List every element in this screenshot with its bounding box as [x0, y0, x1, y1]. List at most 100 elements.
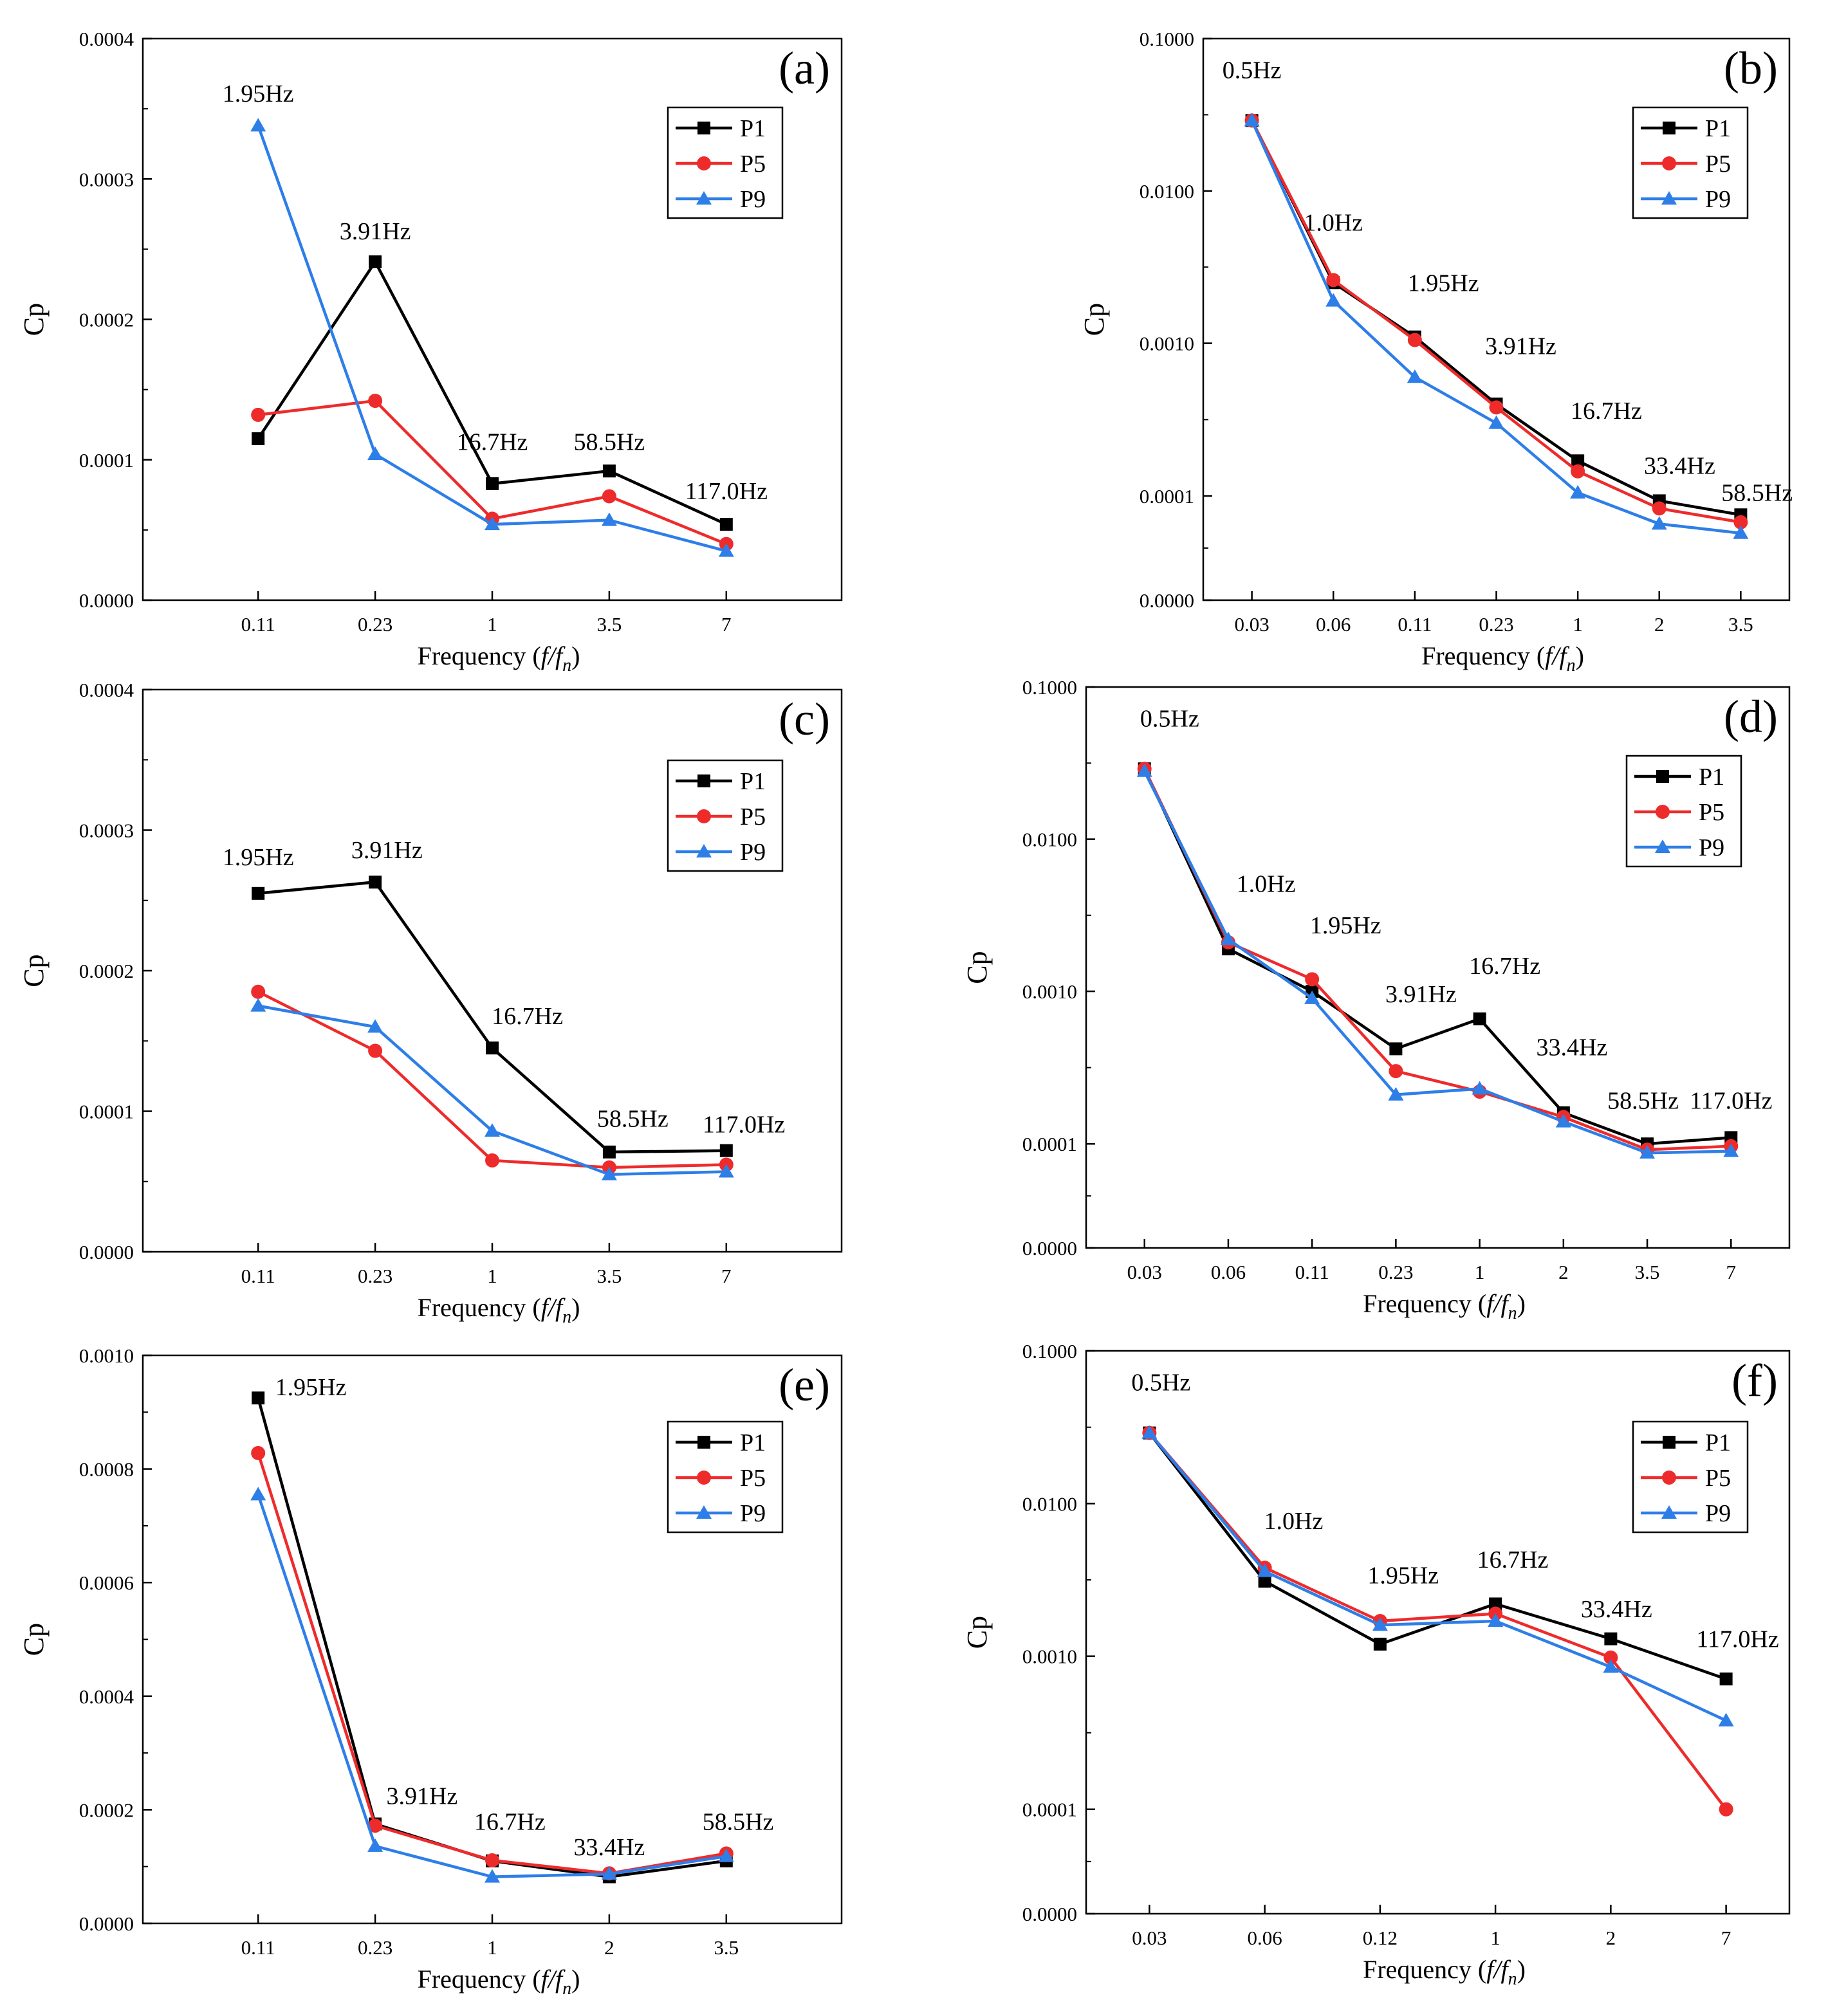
frequency-annotation: 58.5Hz — [597, 1106, 669, 1133]
frequency-annotation: 16.7Hz — [492, 1003, 563, 1030]
frequency-annotation: 1.95Hz — [275, 1374, 347, 1401]
point-marker-p1 — [486, 477, 499, 490]
point-marker-p5 — [368, 394, 383, 408]
panel-label: (c) — [779, 693, 830, 745]
y-tick-label: 0.0000 — [79, 1241, 134, 1263]
point-marker-p9 — [1372, 1617, 1388, 1631]
x-tick-label: 7 — [721, 1265, 732, 1287]
frequency-annotation: 117.0Hz — [703, 1111, 785, 1138]
x-axis-label: Frequency (f/fn) — [1363, 1955, 1526, 1989]
x-axis-label-close: ) — [1517, 1955, 1526, 1984]
frequency-annotation: 1.95Hz — [1367, 1562, 1439, 1589]
series-line-p9 — [1148, 1432, 1727, 1722]
legend-label-p5: P5 — [740, 151, 766, 178]
x-axis-label: Frequency (f/fn) — [1363, 1289, 1526, 1323]
legend-marker-p9 — [1661, 191, 1677, 205]
legend-marker-p9 — [696, 191, 712, 205]
legend-label-p5: P5 — [740, 1465, 766, 1492]
legend-label-p5: P5 — [740, 803, 766, 830]
point-marker-p9 — [1244, 113, 1260, 127]
x-tick-label: 2 — [604, 1936, 614, 1959]
legend-marker-p1 — [697, 122, 710, 134]
x-axis-label-close: ) — [571, 1965, 580, 1993]
y-tick-label: 0.0001 — [1022, 1799, 1077, 1821]
x-axis-label: Frequency (f/fn) — [418, 641, 580, 675]
y-tick-label: 0.0001 — [79, 1101, 134, 1123]
x-axis-label-subscript: n — [562, 1307, 571, 1327]
point-marker-p5 — [1407, 333, 1422, 347]
frequency-annotation: 58.5Hz — [1721, 479, 1793, 506]
y-tick-label: 0.0004 — [79, 679, 134, 701]
frequency-annotation: 3.91Hz — [1385, 981, 1457, 1008]
legend-label-p9: P9 — [740, 1500, 766, 1527]
legend: P1 P5 P9 — [667, 1420, 784, 1534]
point-marker-p9 — [1472, 1081, 1488, 1095]
x-tick-label: 7 — [721, 613, 732, 636]
x-tick-label: 0.23 — [1479, 613, 1513, 636]
frequency-annotation: 58.5Hz — [703, 1808, 774, 1835]
point-marker-p5 — [1489, 400, 1504, 415]
x-axis-label-ratio: f/f — [541, 1965, 566, 1993]
x-tick-label: 1 — [1573, 613, 1583, 636]
point-marker-p9 — [718, 1164, 734, 1178]
x-tick-label: 1 — [487, 613, 497, 636]
point-marker-p1 — [369, 255, 382, 269]
plot-frame — [1085, 1350, 1791, 1915]
point-marker-p9 — [1723, 1143, 1739, 1157]
frequency-annotation: 3.91Hz — [386, 1783, 457, 1810]
point-marker-p5 — [1305, 972, 1320, 987]
legend-marker-p9 — [696, 844, 712, 857]
frequency-annotation: 33.4Hz — [1581, 1596, 1652, 1623]
series-line-p1 — [257, 1397, 727, 1878]
legend-marker-p1 — [697, 1436, 710, 1449]
x-tick-label: 1 — [1475, 1261, 1485, 1283]
y-tick-label: 0.1000 — [1022, 676, 1077, 699]
legend-label-p1: P1 — [1699, 764, 1724, 791]
point-marker-p9 — [1388, 1086, 1404, 1101]
point-marker-p9 — [1407, 369, 1423, 383]
x-tick-label: 0.06 — [1211, 1261, 1246, 1283]
chart-panel-2: 0.0000 0.0001 0.0010 0.0100 0.1000 0.03 0.06 0.… — [1078, 28, 1793, 675]
x-tick-label: 2 — [1606, 1927, 1616, 1949]
x-tick-label: 1 — [487, 1265, 497, 1287]
x-axis-label-subscript: n — [562, 1979, 571, 1999]
y-axis-label: Cp — [18, 303, 50, 336]
point-marker-p1 — [1258, 1575, 1271, 1588]
x-axis-label-word: Frequency ( — [418, 1965, 541, 1993]
x-tick-label: 0.11 — [241, 613, 275, 636]
x-tick-label: 0.23 — [1378, 1261, 1413, 1283]
y-tick-label: 0.0002 — [79, 960, 134, 982]
y-tick-label: 0.1000 — [1022, 1340, 1077, 1362]
point-marker-p9 — [1733, 525, 1749, 539]
y-tick-label: 0.0008 — [79, 1458, 134, 1481]
point-marker-p1 — [1604, 1632, 1618, 1645]
point-marker-p9 — [1639, 1145, 1656, 1159]
frequency-annotation: 16.7Hz — [1469, 953, 1540, 980]
frequency-annotation: 1.95Hz — [223, 844, 294, 871]
x-axis-label-word: Frequency ( — [1363, 1955, 1486, 1984]
point-marker-p9 — [1488, 1613, 1504, 1627]
point-marker-p1 — [1489, 1597, 1502, 1611]
x-tick-label: 3.5 — [1635, 1261, 1660, 1283]
y-tick-label: 0.0002 — [79, 1799, 134, 1821]
y-tick-label: 0.0000 — [79, 1912, 134, 1935]
point-marker-p1 — [602, 464, 616, 478]
x-tick-label: 0.03 — [1132, 1927, 1167, 1949]
frequency-annotation: 117.0Hz — [1690, 1088, 1772, 1115]
legend-marker-p5 — [697, 156, 711, 170]
chart-panel-1: 0.0000 0.0001 0.0002 0.0003 0.0004 0.11 0.23 1 3… — [18, 28, 843, 675]
point-marker-p1 — [1389, 1042, 1403, 1056]
panel-label: (e) — [779, 1359, 830, 1411]
frequency-annotation: 1.95Hz — [1310, 912, 1381, 939]
point-marker-p9 — [485, 517, 500, 531]
series-line-p9 — [257, 1004, 726, 1177]
x-axis-label-close: ) — [1576, 641, 1584, 670]
y-tick-label: 0.0010 — [1022, 1645, 1077, 1668]
point-marker-p9 — [718, 543, 734, 557]
legend-label-p1: P1 — [740, 768, 766, 795]
point-marker-p9 — [1220, 931, 1236, 946]
x-tick-label: 0.23 — [358, 613, 392, 636]
y-axis-label: Cp — [961, 1616, 993, 1649]
legend-label-p9: P9 — [740, 186, 766, 213]
x-tick-label: 3.5 — [597, 1265, 622, 1287]
